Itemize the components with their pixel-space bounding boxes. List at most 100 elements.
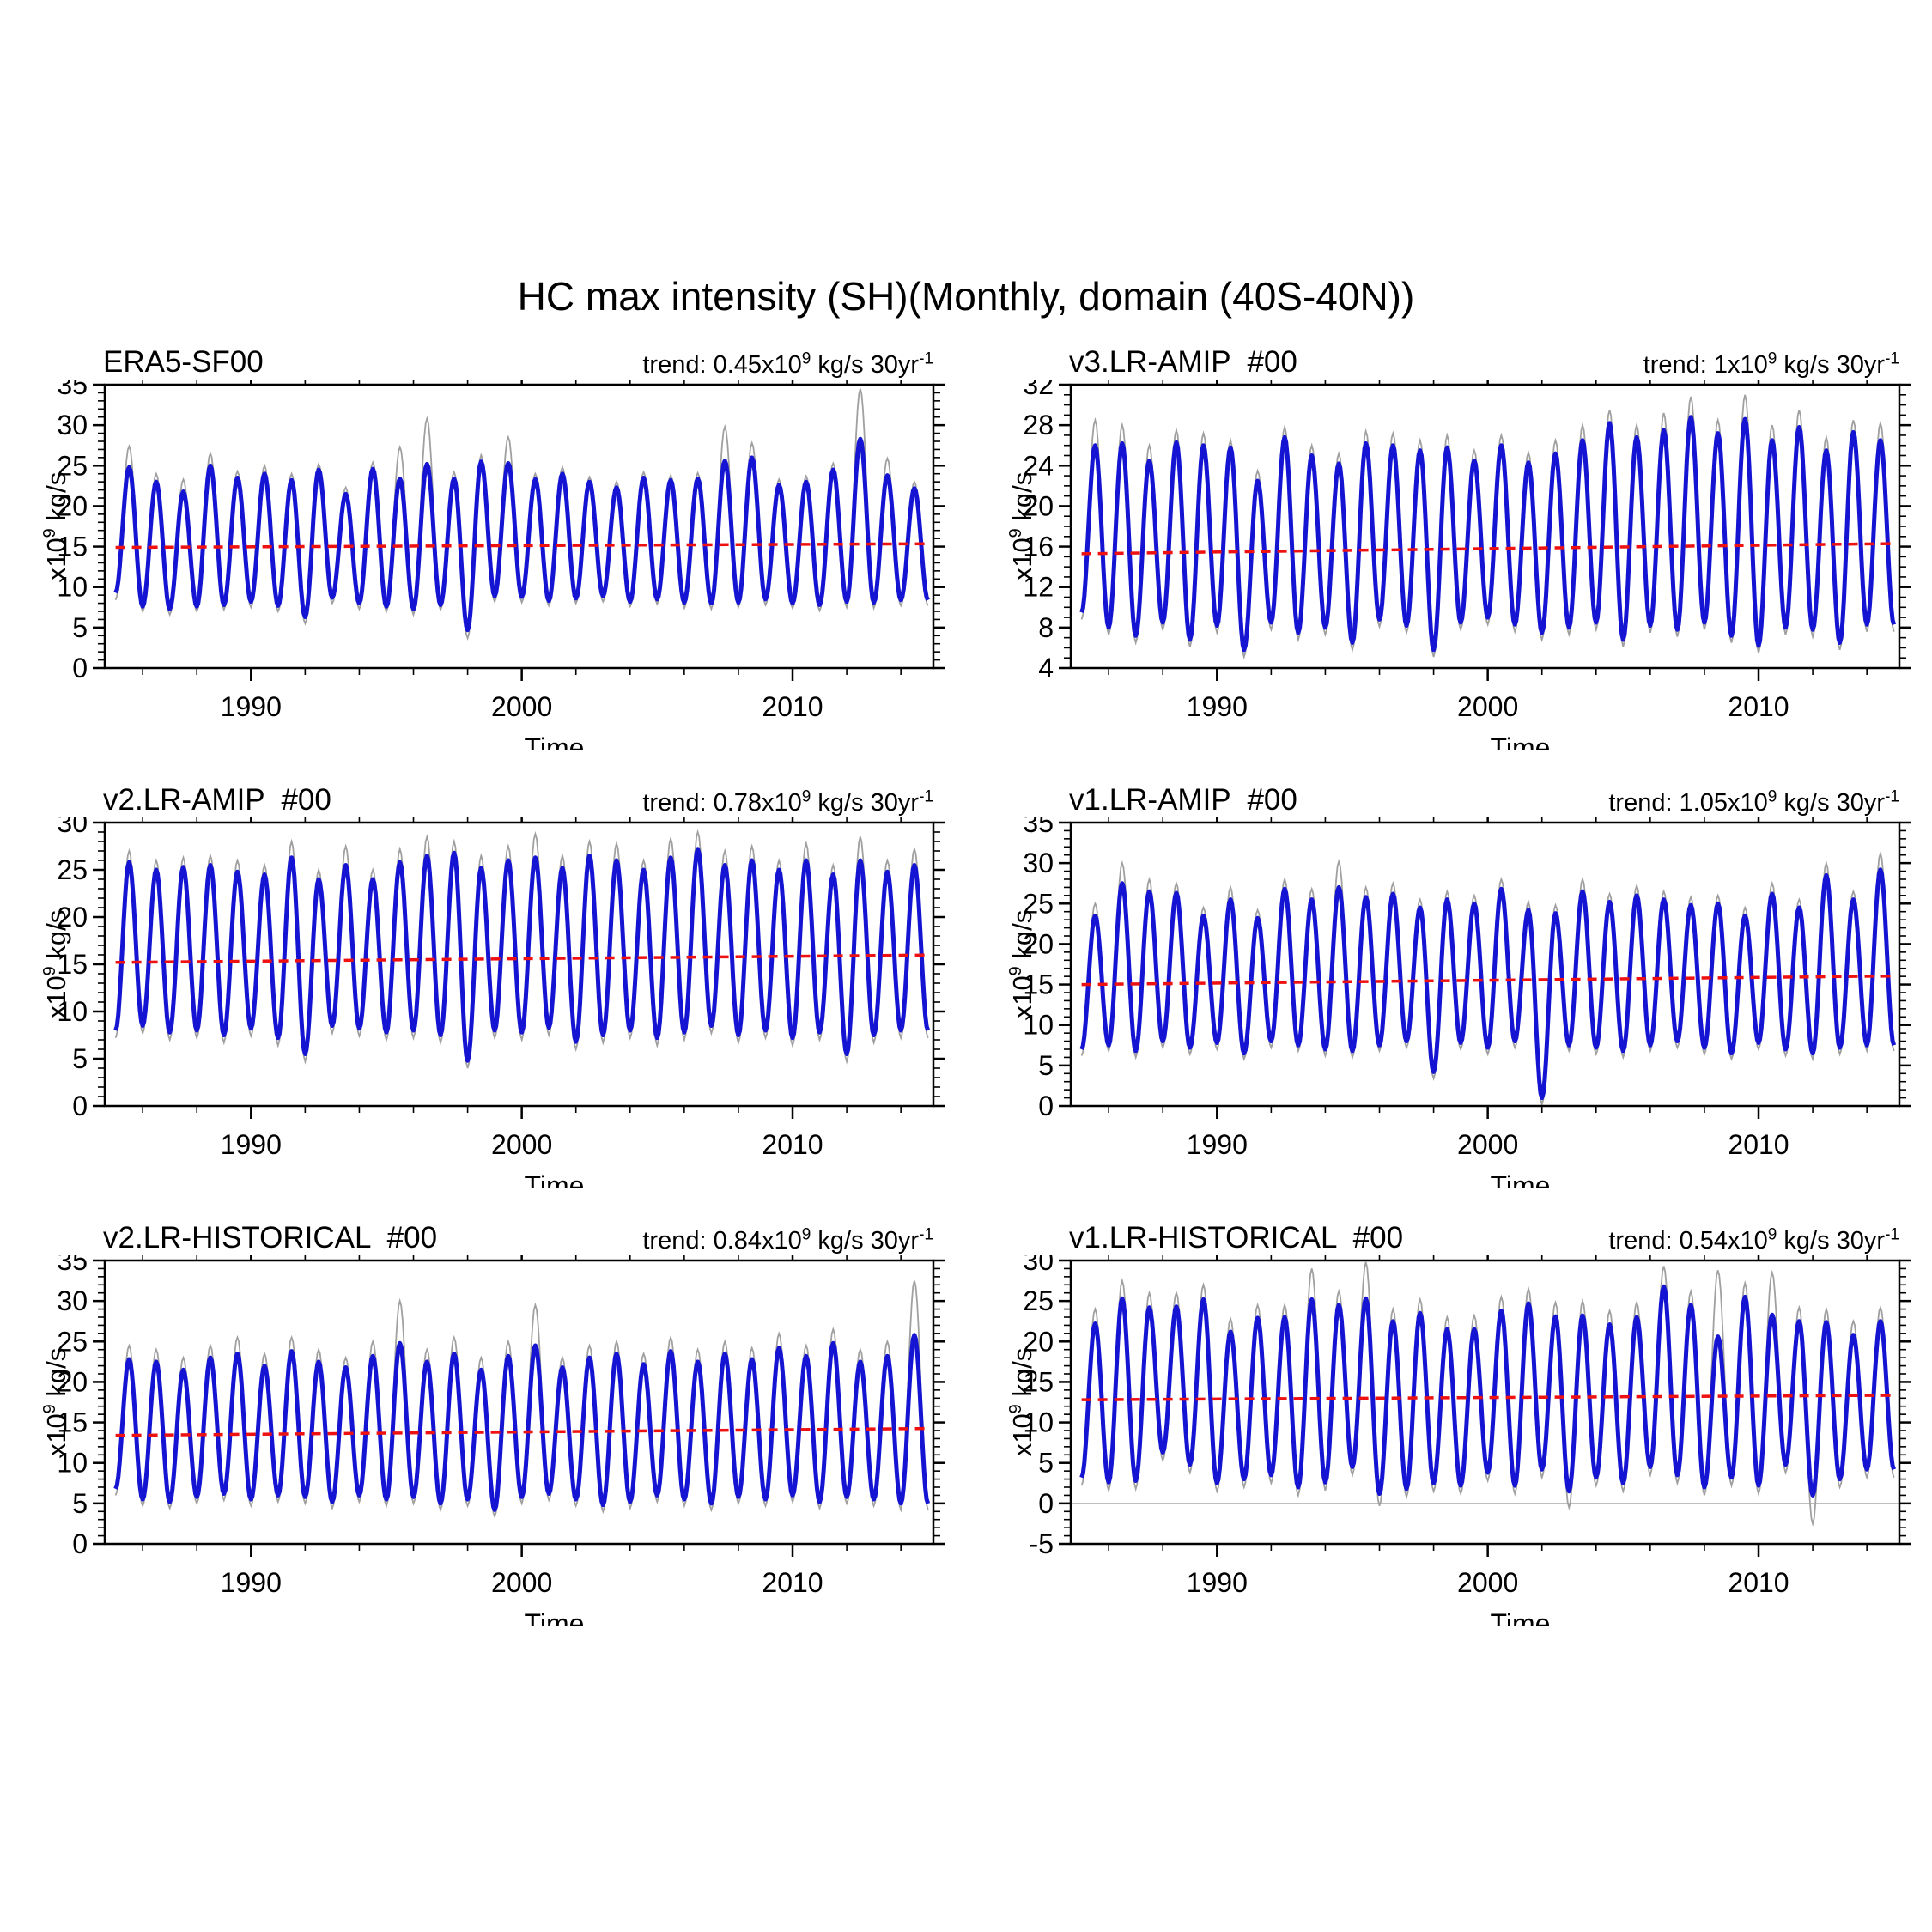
trend-exponent: 9 bbox=[801, 787, 811, 806]
svg-text:2000: 2000 bbox=[491, 691, 552, 722]
subplot-title: v3.LR-AMIP #00 bbox=[1069, 345, 1297, 379]
timeseries-plot-v2-lr-historical: 0 5 10 15 20 25 30 35 1990 2000 2010 Time x109 kg/s bbox=[40, 1255, 945, 1626]
trend-annotation: trend: 0.54x109 kg/s 30yr-1 bbox=[1608, 1225, 1899, 1255]
svg-text:25: 25 bbox=[57, 450, 88, 481]
subplot-header: v2.LR-AMIP #00 trend: 0.78x109 kg/s 30yr… bbox=[34, 757, 966, 817]
svg-text:0: 0 bbox=[1038, 1091, 1054, 1121]
svg-text:10: 10 bbox=[57, 996, 88, 1027]
svg-text:1990: 1990 bbox=[1187, 1567, 1248, 1598]
svg-text:1990: 1990 bbox=[1187, 1129, 1248, 1160]
svg-text:32: 32 bbox=[1023, 380, 1054, 400]
svg-text:x109 kg/s: x109 kg/s bbox=[40, 472, 71, 581]
svg-text:20: 20 bbox=[1023, 928, 1054, 959]
svg-text:10: 10 bbox=[1023, 1407, 1054, 1438]
svg-text:Time: Time bbox=[1491, 1170, 1551, 1188]
trend-text: trend: 0.78x10 bbox=[642, 789, 802, 817]
svg-text:0: 0 bbox=[72, 653, 88, 683]
svg-text:25: 25 bbox=[57, 1326, 88, 1357]
svg-text:2000: 2000 bbox=[1457, 1129, 1518, 1160]
trend-annotation: trend: 0.78x109 kg/s 30yr-1 bbox=[642, 787, 933, 817]
svg-text:2000: 2000 bbox=[491, 1567, 552, 1598]
trend-annotation: trend: 0.45x109 kg/s 30yr-1 bbox=[642, 349, 933, 380]
svg-text:10: 10 bbox=[57, 572, 88, 603]
trend-exponent: 9 bbox=[1767, 1225, 1777, 1244]
svg-text:x109 kg/s: x109 kg/s bbox=[40, 1348, 71, 1457]
svg-text:5: 5 bbox=[1038, 1050, 1054, 1081]
trend-annotation: trend: 1x109 kg/s 30yr-1 bbox=[1643, 349, 1899, 380]
subplot-v1-lr-amip: v1.LR-AMIP #00 trend: 1.05x109 kg/s 30yr… bbox=[1000, 757, 1932, 1191]
svg-text:2010: 2010 bbox=[1728, 691, 1789, 722]
trend-annotation: trend: 0.84x109 kg/s 30yr-1 bbox=[642, 1225, 933, 1255]
svg-text:1990: 1990 bbox=[1187, 691, 1248, 722]
subplot-v3-lr-amip: v3.LR-AMIP #00 trend: 1x109 kg/s 30yr-1 … bbox=[1000, 319, 1932, 753]
trend-text: trend: 0.84x10 bbox=[642, 1227, 802, 1255]
trend-text: trend: 0.54x10 bbox=[1608, 1227, 1768, 1255]
trend-units: kg/s 30yr bbox=[811, 789, 920, 817]
trend-annotation: trend: 1.05x109 kg/s 30yr-1 bbox=[1608, 787, 1899, 817]
subplot-title: v2.LR-AMIP #00 bbox=[103, 783, 331, 817]
svg-text:20: 20 bbox=[1023, 490, 1054, 521]
svg-text:2000: 2000 bbox=[1457, 691, 1518, 722]
svg-text:0: 0 bbox=[1038, 1488, 1054, 1519]
subplot-header: v1.LR-HISTORICAL #00 trend: 0.54x109 kg/… bbox=[1000, 1195, 1932, 1255]
svg-text:5: 5 bbox=[72, 612, 88, 643]
timeseries-plot-v1-lr-amip: 0 5 10 15 20 25 30 35 1990 2000 2010 Time x109 kg/s bbox=[1006, 817, 1911, 1188]
trend-units: kg/s 30yr bbox=[1777, 1227, 1886, 1255]
svg-text:20: 20 bbox=[57, 1366, 88, 1397]
trend-units-exponent: -1 bbox=[919, 1225, 933, 1244]
trend-exponent: 9 bbox=[1767, 349, 1777, 368]
timeseries-plot-era5-sf00: 0 5 10 15 20 25 30 35 1990 2000 2010 Time x109 kg/s bbox=[40, 380, 945, 750]
trend-units-exponent: -1 bbox=[919, 349, 933, 368]
svg-text:20: 20 bbox=[57, 902, 88, 933]
svg-text:30: 30 bbox=[57, 410, 88, 440]
svg-text:30: 30 bbox=[57, 1285, 88, 1316]
svg-text:1990: 1990 bbox=[221, 691, 282, 722]
svg-text:20: 20 bbox=[1023, 1326, 1054, 1357]
svg-text:8: 8 bbox=[1038, 612, 1054, 643]
svg-text:-5: -5 bbox=[1030, 1528, 1054, 1559]
trend-units: kg/s 30yr bbox=[1777, 789, 1886, 817]
svg-text:15: 15 bbox=[57, 1407, 88, 1438]
subplot-header: v2.LR-HISTORICAL #00 trend: 0.84x109 kg/… bbox=[34, 1195, 966, 1255]
svg-text:2000: 2000 bbox=[491, 1129, 552, 1160]
svg-text:16: 16 bbox=[1023, 532, 1054, 562]
svg-text:0: 0 bbox=[72, 1528, 88, 1559]
trend-units: kg/s 30yr bbox=[811, 351, 920, 379]
svg-text:2010: 2010 bbox=[1728, 1567, 1789, 1598]
trend-text: trend: 1.05x10 bbox=[1608, 789, 1768, 817]
svg-text:15: 15 bbox=[57, 532, 88, 562]
svg-text:2010: 2010 bbox=[762, 1129, 823, 1160]
subplot-title: v1.LR-AMIP #00 bbox=[1069, 783, 1297, 817]
subplot-title: v1.LR-HISTORICAL #00 bbox=[1069, 1221, 1404, 1255]
svg-text:1990: 1990 bbox=[221, 1129, 282, 1160]
trend-exponent: 9 bbox=[1767, 787, 1777, 806]
svg-text:Time: Time bbox=[525, 1608, 585, 1626]
svg-text:x109 kg/s: x109 kg/s bbox=[1006, 472, 1037, 581]
trend-exponent: 9 bbox=[801, 1225, 811, 1244]
svg-text:28: 28 bbox=[1023, 410, 1054, 440]
svg-text:Time: Time bbox=[1491, 732, 1551, 750]
svg-text:12: 12 bbox=[1023, 572, 1054, 603]
trend-text: trend: 1x10 bbox=[1643, 351, 1768, 379]
svg-text:24: 24 bbox=[1023, 450, 1054, 481]
svg-text:15: 15 bbox=[1023, 969, 1054, 1000]
trend-units: kg/s 30yr bbox=[811, 1227, 920, 1255]
svg-text:25: 25 bbox=[57, 854, 88, 885]
trend-units-exponent: -1 bbox=[919, 787, 933, 806]
timeseries-plot-v2-lr-amip: 0 5 10 15 20 25 30 1990 2000 2010 Time x109 kg/s bbox=[40, 817, 945, 1188]
svg-text:10: 10 bbox=[57, 1448, 88, 1479]
trend-units-exponent: -1 bbox=[1885, 1225, 1899, 1244]
subplot-v2-lr-amip: v2.LR-AMIP #00 trend: 0.78x109 kg/s 30yr… bbox=[34, 757, 966, 1191]
svg-text:Time: Time bbox=[525, 732, 585, 750]
svg-text:20: 20 bbox=[57, 490, 88, 521]
svg-text:2010: 2010 bbox=[762, 1567, 823, 1598]
svg-text:0: 0 bbox=[72, 1091, 88, 1121]
svg-text:x109 kg/s: x109 kg/s bbox=[1006, 910, 1037, 1019]
svg-text:10: 10 bbox=[1023, 1010, 1054, 1041]
subplot-header: v1.LR-AMIP #00 trend: 1.05x109 kg/s 30yr… bbox=[1000, 757, 1932, 817]
svg-text:5: 5 bbox=[72, 1043, 88, 1074]
subplot-v1-lr-historical: v1.LR-HISTORICAL #00 trend: 0.54x109 kg/… bbox=[1000, 1195, 1932, 1629]
svg-text:25: 25 bbox=[1023, 1285, 1054, 1316]
trend-units: kg/s 30yr bbox=[1777, 351, 1886, 379]
